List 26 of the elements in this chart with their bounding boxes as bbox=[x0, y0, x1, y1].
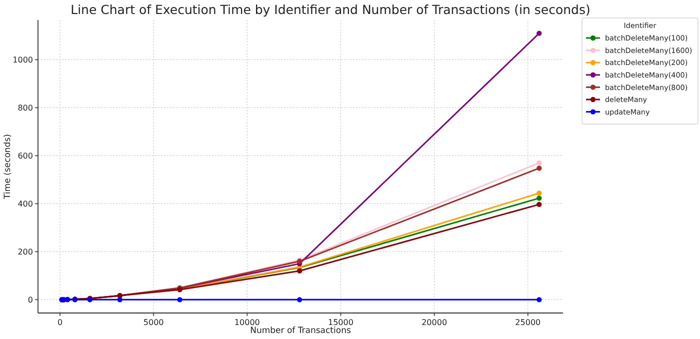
point bbox=[536, 196, 542, 201]
x-tick-label: 5000 bbox=[143, 318, 164, 327]
x-tick-label: 25000 bbox=[515, 318, 541, 327]
point bbox=[177, 297, 182, 302]
point bbox=[117, 297, 122, 302]
x-tick-label: 10000 bbox=[234, 318, 260, 327]
chart-title: Line Chart of Execution Time by Identifier and Number of Transactions (in seconds) bbox=[70, 2, 590, 17]
point bbox=[536, 297, 542, 302]
y-tick-label: 400 bbox=[18, 200, 33, 209]
y-tick-label: 800 bbox=[18, 104, 33, 113]
point bbox=[536, 30, 542, 36]
point bbox=[536, 202, 542, 208]
x-tick-label: 0 bbox=[57, 318, 63, 327]
point bbox=[536, 166, 542, 171]
point bbox=[296, 297, 302, 302]
y-axis-title: Time (seconds) bbox=[3, 134, 13, 200]
y-tick-label: 0 bbox=[28, 296, 33, 305]
point bbox=[296, 268, 302, 274]
x-axis-title: Number of Transactions bbox=[250, 326, 352, 336]
y-tick-label: 1000 bbox=[12, 56, 33, 65]
x-tick-label: 20000 bbox=[422, 318, 448, 327]
x-tick-label: 15000 bbox=[328, 318, 354, 327]
point bbox=[536, 190, 542, 196]
point bbox=[536, 160, 542, 166]
y-tick-label: 600 bbox=[18, 152, 33, 161]
y-tick-label: 200 bbox=[18, 248, 33, 257]
